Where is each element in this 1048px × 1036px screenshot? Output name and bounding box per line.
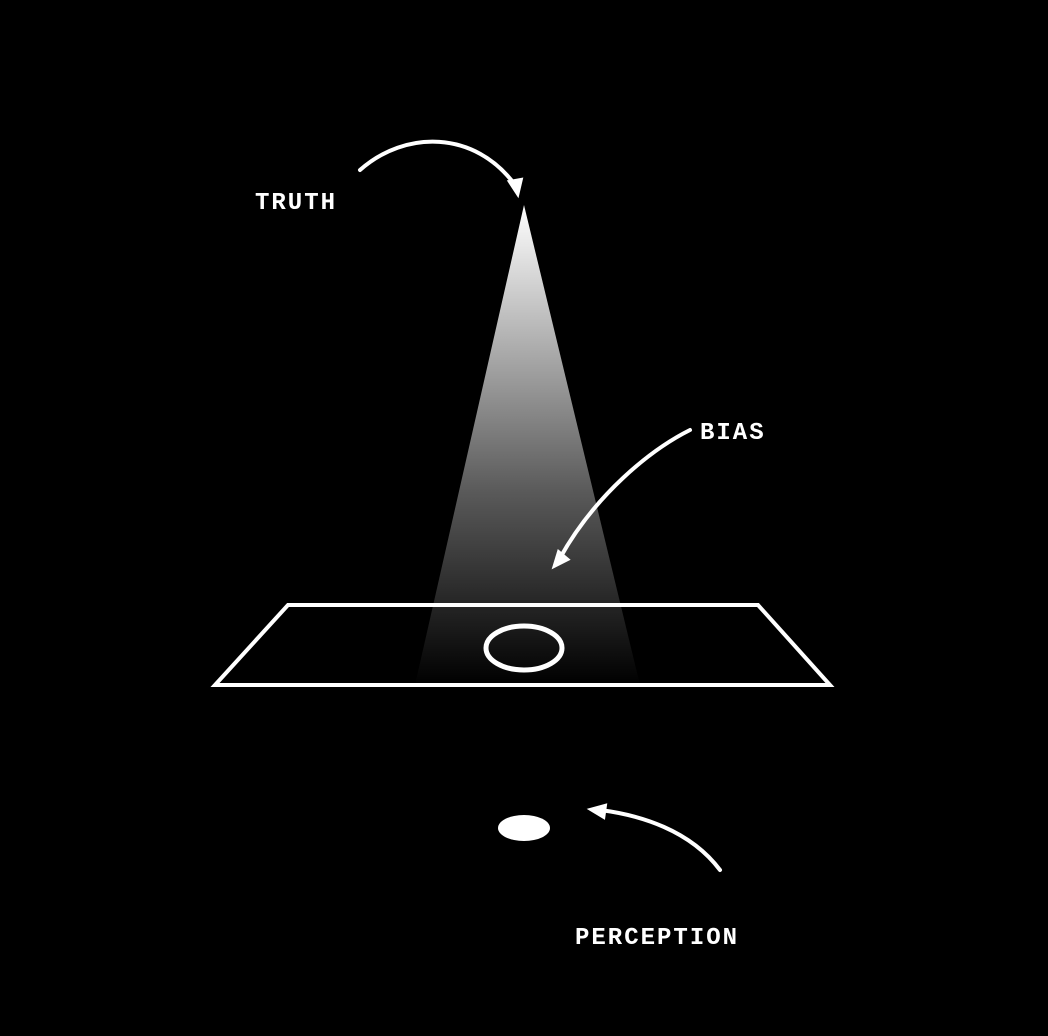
diagram-stage: TRUTH BIAS PERCEPTION [0, 0, 1048, 1036]
label-bias: BIAS [700, 420, 766, 447]
label-perception: PERCEPTION [575, 925, 739, 952]
label-truth: TRUTH [255, 190, 337, 217]
overlay-shapes [0, 0, 1048, 1036]
light-cone [0, 0, 1048, 1036]
